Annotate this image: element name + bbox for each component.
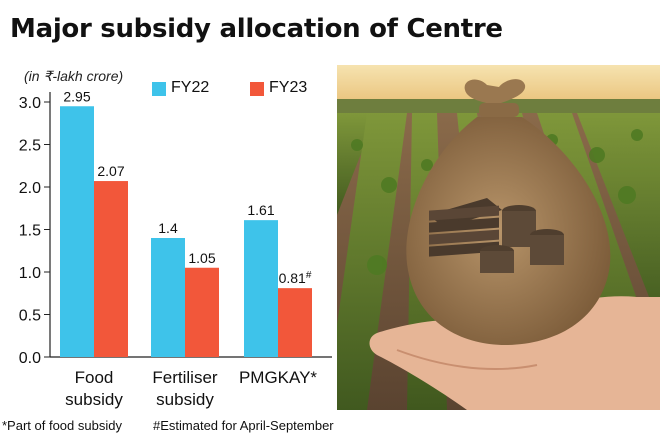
- bar-fy22-2: [244, 220, 278, 357]
- y-tick-label: 0.5: [19, 308, 41, 325]
- bar-fy23-1: [185, 267, 219, 357]
- bar-fy22-1: [151, 238, 185, 357]
- footnote-part-of-food: *Part of food subsidy: [2, 418, 122, 433]
- farmland-icon: [337, 65, 660, 410]
- legend-swatch-fy23: [250, 82, 264, 96]
- y-tick-label: 2.5: [19, 138, 41, 155]
- farm-money-bag-photo: [337, 65, 660, 410]
- data-label: 1.05: [188, 250, 215, 266]
- data-label: 1.4: [158, 220, 178, 236]
- legend-label-fy22: FY22: [171, 79, 210, 96]
- data-label: 2.07: [97, 163, 124, 179]
- category-label: subsidy: [65, 390, 123, 409]
- chart-title: Major subsidy allocation of Centre: [10, 14, 503, 44]
- y-tick-label: 1.5: [19, 223, 41, 240]
- footnote-estimated: #Estimated for April-September: [153, 418, 334, 433]
- category-label: Food: [75, 368, 114, 387]
- legend-swatch-fy22: [152, 82, 166, 96]
- y-tick-label: 1.0: [19, 265, 41, 282]
- data-label: 0.81#: [279, 270, 312, 286]
- data-label: 1.61: [247, 202, 274, 218]
- bar-fy22-0: [60, 106, 94, 357]
- bar-chart: 0.0 0.5 1.0 1.5 2.0 2.5 3.0 2.95 2.07 Food subsidy…: [19, 88, 332, 409]
- category-label: Fertiliser: [152, 368, 218, 387]
- bar-fy23-2: [278, 288, 312, 357]
- y-tick-label: 3.0: [19, 95, 41, 112]
- unit-note: (in ₹-lakh crore): [24, 68, 124, 84]
- category-label: PMGKAY*: [239, 368, 317, 387]
- y-tick-label: 0.0: [19, 350, 41, 367]
- legend-label-fy23: FY23: [269, 79, 308, 96]
- y-tick-label: 2.0: [19, 180, 41, 197]
- coins-icon: [480, 205, 564, 273]
- data-label: 2.95: [63, 88, 90, 104]
- category-label: subsidy: [156, 390, 214, 409]
- bar-fy23-0: [94, 181, 128, 357]
